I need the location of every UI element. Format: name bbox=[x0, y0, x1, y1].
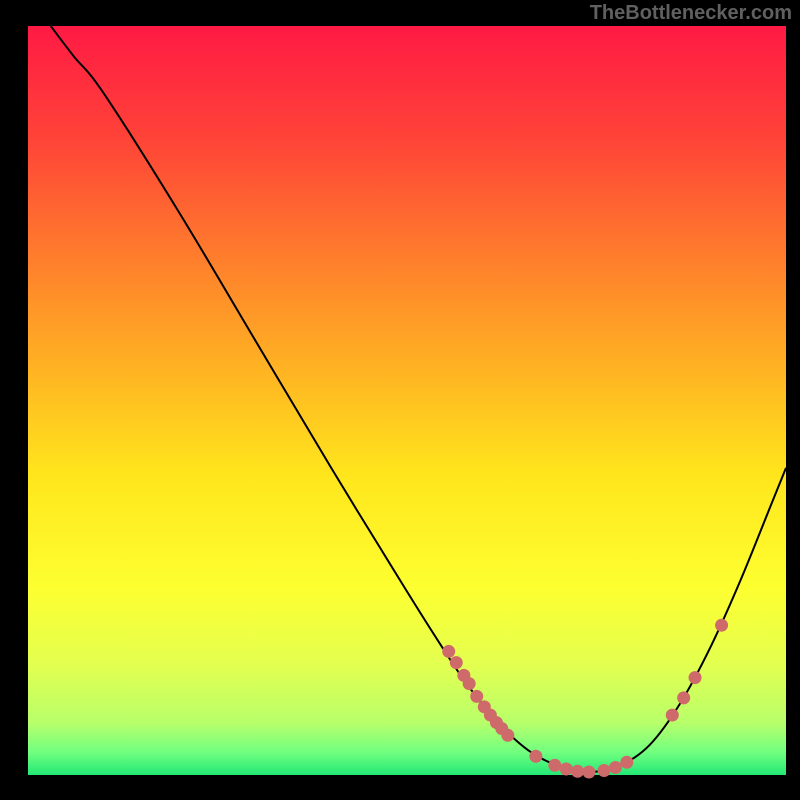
data-point-marker bbox=[450, 656, 463, 669]
data-point-marker bbox=[677, 691, 690, 704]
data-point-marker bbox=[470, 690, 483, 703]
data-point-marker bbox=[598, 764, 611, 777]
chart-gradient-background bbox=[28, 26, 786, 775]
data-point-marker bbox=[501, 729, 514, 742]
data-point-marker bbox=[620, 756, 633, 769]
data-point-marker bbox=[463, 677, 476, 690]
data-point-marker bbox=[666, 709, 679, 722]
data-point-marker bbox=[560, 763, 573, 776]
data-point-marker bbox=[571, 765, 584, 778]
bottleneck-curve-chart bbox=[0, 0, 800, 800]
data-point-marker bbox=[689, 671, 702, 684]
chart-canvas: TheBottlenecker.com bbox=[0, 0, 800, 800]
data-point-marker bbox=[609, 761, 622, 774]
data-point-marker bbox=[582, 766, 595, 779]
data-point-marker bbox=[529, 750, 542, 763]
data-point-marker bbox=[548, 759, 561, 772]
watermark-text: TheBottlenecker.com bbox=[590, 2, 792, 25]
data-point-marker bbox=[715, 619, 728, 632]
data-point-marker bbox=[442, 645, 455, 658]
